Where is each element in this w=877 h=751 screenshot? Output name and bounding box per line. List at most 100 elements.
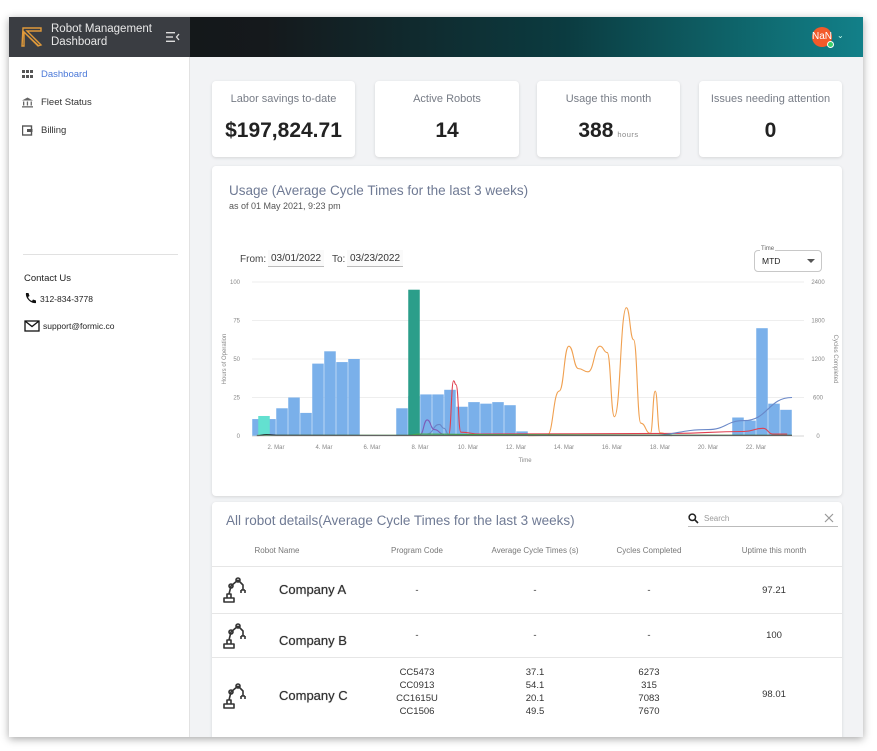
column-header-robot-name[interactable]: Robot Name [242, 546, 312, 555]
chart-bar [408, 290, 420, 436]
x-tick-label: 10. Mar [458, 445, 478, 451]
robot-name[interactable]: Company C [279, 688, 348, 703]
robot-arm-icon [221, 623, 249, 649]
cycles-completed: 315 [604, 679, 694, 692]
avg-cycle-time: 20.1 [480, 692, 590, 705]
y-tick-label: 50 [233, 357, 240, 363]
cycles-completed: 6273 [604, 666, 694, 679]
sidebar-item-dashboard[interactable]: Dashboard [22, 66, 87, 82]
x-tick-label: 14. Mar [554, 445, 574, 451]
program-code: CC0913 [377, 679, 457, 692]
stat-value: 0 [699, 119, 842, 143]
contact-email[interactable]: support@formic.co [24, 320, 114, 332]
y2-tick-label: 1800 [811, 319, 825, 325]
uptime-value: 100 [729, 629, 819, 642]
chart-bar [336, 362, 348, 436]
app-title-line2: Dashboard [51, 36, 163, 49]
time-select-value: MTD [762, 256, 780, 266]
chart-bar [756, 328, 768, 436]
y-tick-label: 0 [237, 434, 241, 440]
y-tick-label: 100 [230, 280, 241, 286]
contact-title: Contact Us [24, 273, 71, 284]
usage-chart-card: Usage (Average Cycle Times for the last … [212, 166, 842, 496]
stat-label: Labor savings to-date [212, 93, 355, 105]
stat-label: Active Robots [375, 93, 519, 105]
robot-arm-icon [221, 683, 249, 709]
wallet-icon [22, 125, 33, 136]
robot-arm-icon [221, 577, 249, 603]
online-status-dot [827, 41, 834, 48]
x-tick-label: 8. Mar [411, 445, 428, 451]
date-from-label: From: [240, 254, 266, 265]
table-row[interactable]: Company B - - - 100 [212, 613, 842, 657]
y2-tick-label: 2400 [811, 280, 825, 286]
date-from-input[interactable]: 03/01/2022 [268, 250, 324, 267]
chart-bar [744, 421, 756, 436]
chart-bar [288, 398, 300, 437]
menu-collapse-icon[interactable] [166, 30, 180, 44]
chart-bar [312, 364, 324, 436]
x-tick-label: 20. Mar [698, 445, 718, 451]
search-input[interactable] [704, 512, 814, 525]
table-row[interactable]: Company A - - - 97.21 [212, 566, 842, 613]
chart-bar [504, 405, 516, 436]
program-code: CC5473 [377, 666, 457, 679]
chart-bar [480, 404, 492, 436]
time-range-select[interactable]: Time MTD [754, 250, 822, 272]
sidebar-item-billing[interactable]: Billing [22, 122, 66, 138]
y2-axis-title: Cycles Completed [832, 335, 838, 384]
close-icon[interactable] [824, 513, 834, 523]
phone-icon [24, 292, 37, 305]
y2-tick-label: 0 [816, 434, 820, 440]
sidebar-divider [23, 254, 178, 255]
avg-cycle-time: - [480, 584, 590, 597]
program-code: - [377, 584, 457, 597]
app-window: Robot Management Dashboard NaN ⌄ Dashboa… [9, 17, 863, 737]
date-to-input[interactable]: 03/23/2022 [347, 250, 403, 267]
chart-bar [348, 359, 360, 436]
chart-bar [456, 407, 468, 436]
stat-label: Issues needing attention [699, 93, 842, 105]
robot-name[interactable]: Company A [279, 582, 346, 597]
stat-value: 388 hours [537, 119, 680, 143]
column-header-uptime[interactable]: Uptime this month [729, 546, 819, 555]
robot-details-card: All robot details(Average Cycle Times fo… [212, 502, 842, 737]
avg-cycle-time: 54.1 [480, 679, 590, 692]
stat-value-number: 388 [578, 119, 613, 142]
sidebar-item-fleet-status[interactable]: Fleet Status [22, 94, 92, 110]
chart-bar [468, 402, 480, 436]
y2-tick-label: 1200 [811, 357, 825, 363]
cycles-list: 6273 315 7083 7670 [604, 666, 694, 718]
program-code: CC1615U [377, 692, 457, 705]
search-box [688, 511, 838, 527]
column-header-program-code[interactable]: Program Code [377, 546, 457, 555]
time-select-label: Time [760, 246, 775, 252]
bank-icon [22, 97, 33, 108]
column-header-cycles[interactable]: Cycles Completed [604, 546, 694, 555]
grid-icon [22, 69, 33, 80]
x-tick-label: 4. Mar [315, 445, 332, 451]
mail-icon [24, 320, 40, 332]
x-tick-label: 16. Mar [602, 445, 622, 451]
app-title-line1: Robot Management [51, 23, 163, 36]
usage-subtitle: as of 01 May 2021, 9:23 pm [229, 201, 341, 211]
x-tick-label: 22. Mar [746, 445, 766, 451]
column-header-avg-cycle[interactable]: Average Cycle Times (s) [480, 546, 590, 555]
chart-bar [492, 402, 504, 436]
robot-details-title: All robot details(Average Cycle Times fo… [226, 513, 575, 528]
stat-label: Usage this month [537, 93, 680, 105]
x-tick-label: 12. Mar [506, 445, 526, 451]
cycles-completed: 7083 [604, 692, 694, 705]
caret-down-icon [807, 259, 815, 263]
table-row[interactable]: Company C CC5473 CC0913 CC1615U CC1506 3… [212, 657, 842, 737]
chart-bar [420, 394, 432, 436]
formic-logo-icon [21, 26, 43, 48]
avg-cycle-time: - [480, 629, 590, 642]
cycles-completed: 7670 [604, 705, 694, 718]
chart-bar [276, 408, 288, 436]
chevron-down-icon[interactable]: ⌄ [837, 31, 844, 40]
contact-phone[interactable]: 312-834-3778 [24, 292, 93, 305]
robot-name[interactable]: Company B [279, 633, 347, 648]
sidebar-item-label: Dashboard [41, 69, 87, 80]
contact-phone-text: 312-834-3778 [40, 294, 93, 304]
